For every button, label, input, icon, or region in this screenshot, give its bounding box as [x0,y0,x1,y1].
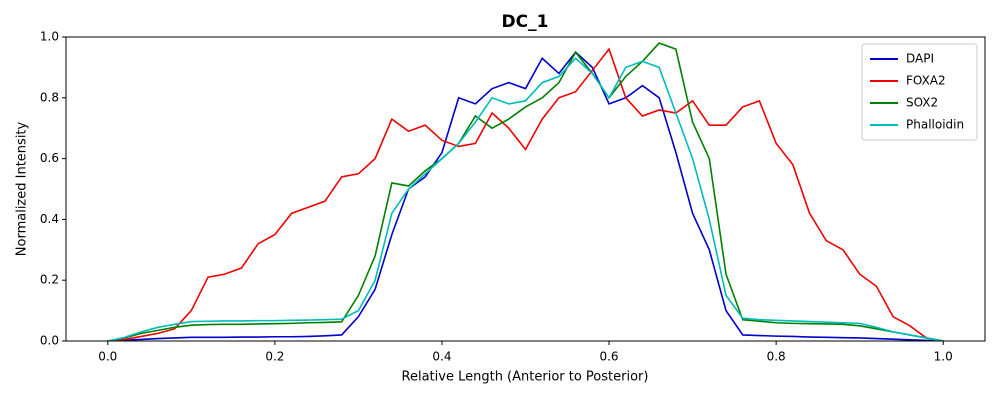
legend-label: FOXA2 [906,74,946,88]
line [107,57,944,341]
x-tick-label: 1.0 [934,350,953,364]
y-tick-label: 0.0 [40,334,59,348]
x-tick-label: 0.6 [599,350,618,364]
y-tick-label: 1.0 [40,30,59,44]
x-axis-label: Relative Length (Anterior to Posterior) [402,370,649,385]
line [107,47,944,341]
line [107,51,944,341]
y-tick-label: 0.4 [40,212,59,226]
x-tick-label: 0.0 [98,350,117,364]
y-tick-label: 0.8 [40,90,59,104]
x-tick-label: 0.8 [767,350,786,364]
legend-label: SOX2 [906,96,938,110]
plot-frame [65,36,986,342]
legend-label: DAPI [906,52,934,66]
chart-title: DC_1 [502,12,549,32]
x-tick-label: 0.4 [432,350,451,364]
legend-box [861,43,978,141]
y-axis-label: Normalized Intensity [15,121,30,256]
legend-label: Phalloidin [906,118,964,132]
y-tick-label: 0.2 [40,273,59,287]
line [107,42,944,341]
y-tick-label: 0.6 [40,151,59,165]
x-tick-label: 0.2 [265,350,284,364]
